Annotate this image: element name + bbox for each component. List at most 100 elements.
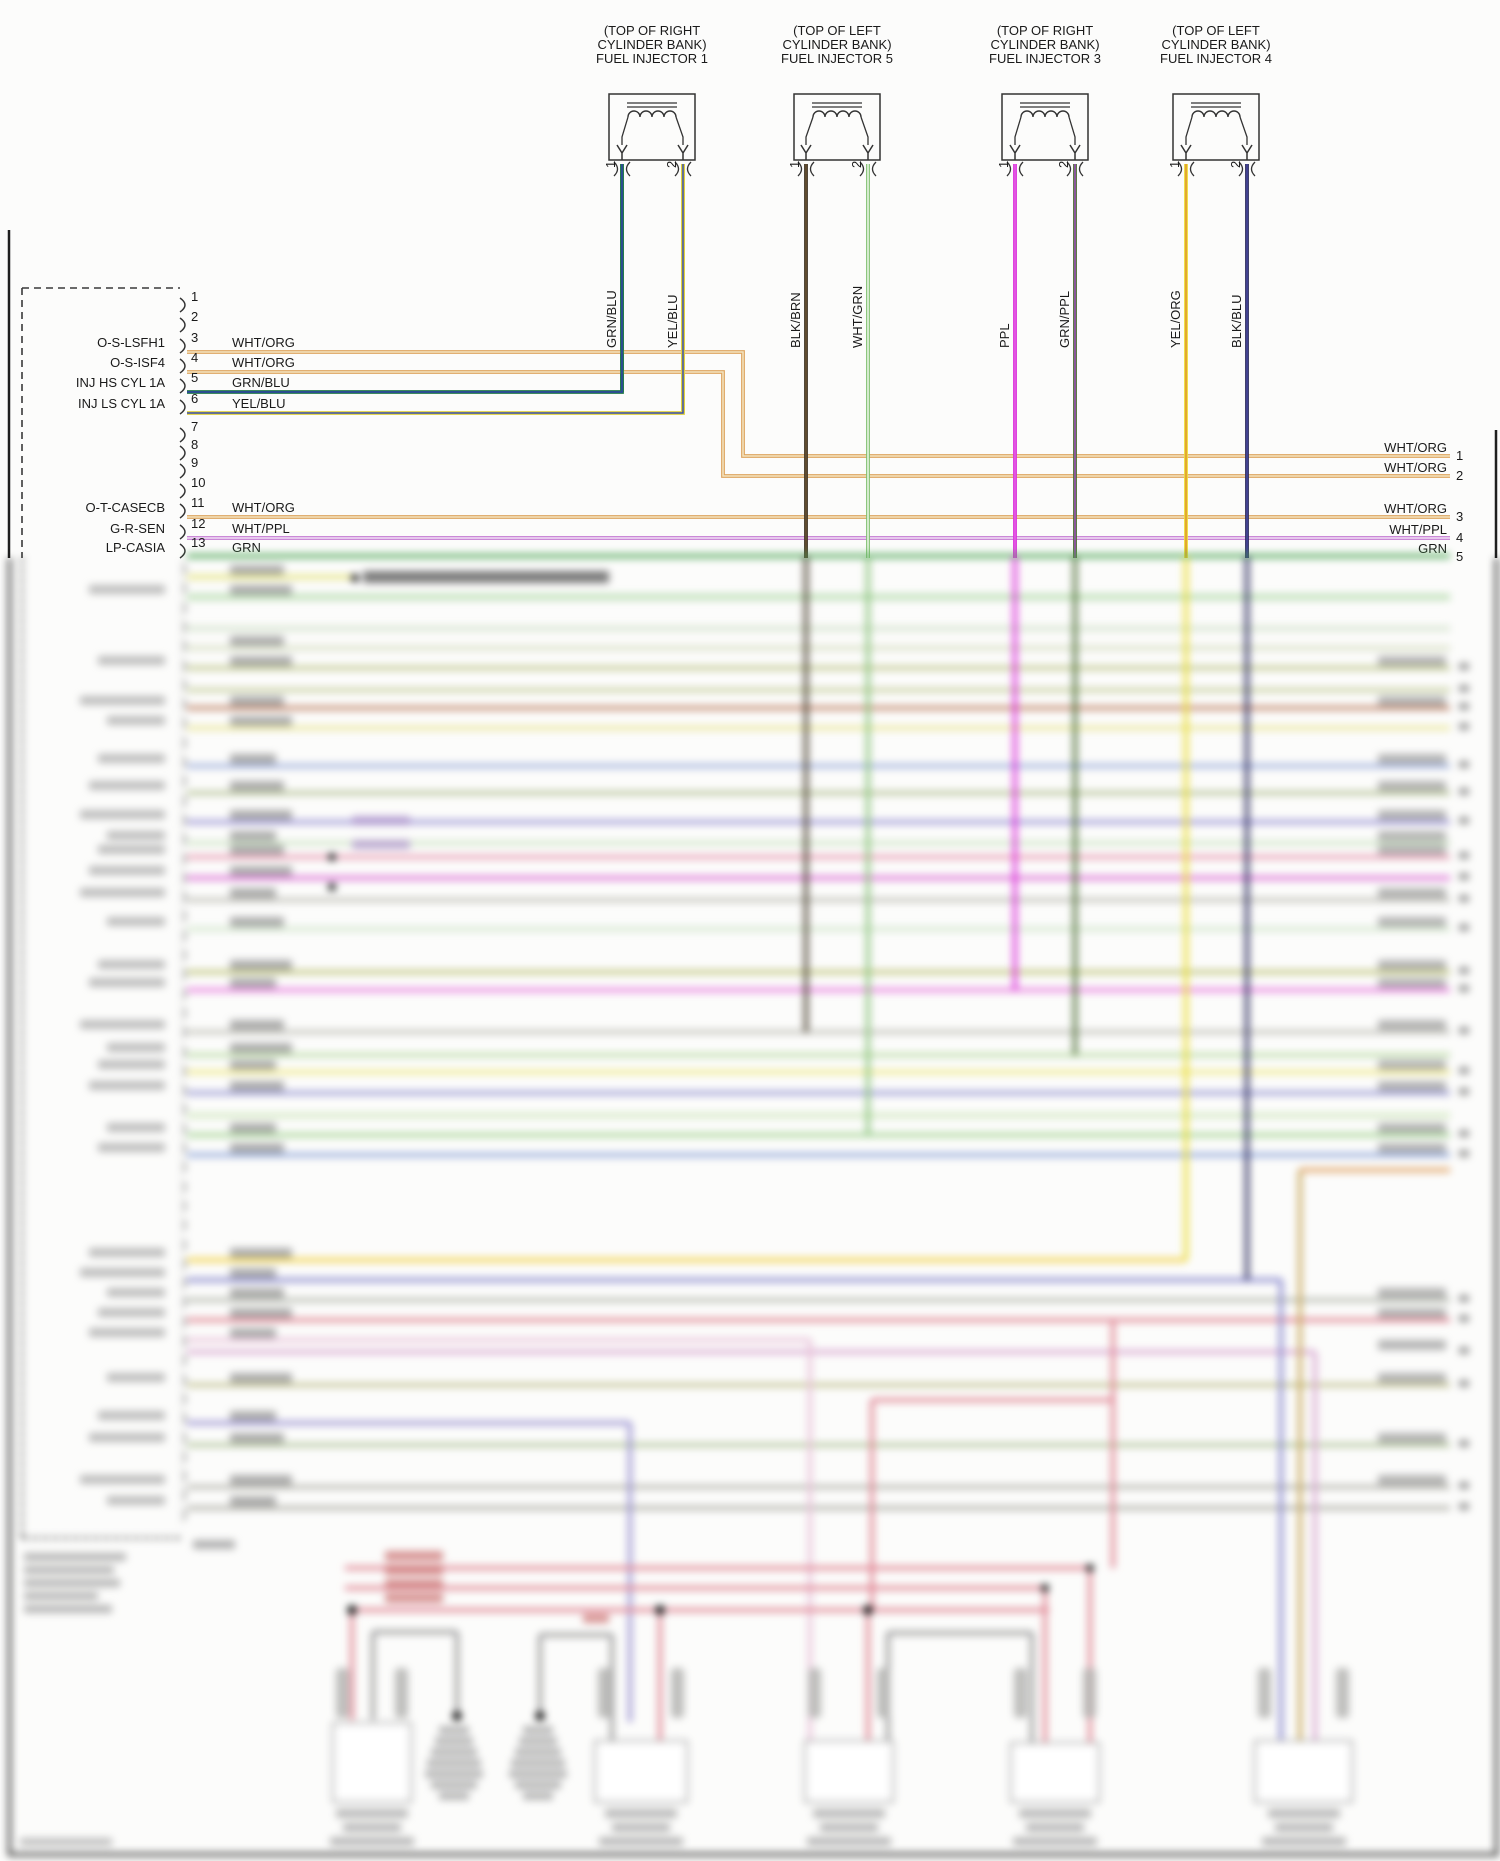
ground-cone-line	[523, 1726, 553, 1734]
blurred-wire-name-label	[230, 810, 292, 820]
blurred-wire-vertical	[1073, 556, 1077, 1055]
injector-title-line: (TOP OF LEFT	[1172, 23, 1260, 38]
blurred-wire-row	[187, 594, 1450, 600]
blurred-right-label	[1378, 1373, 1446, 1383]
blurred-right-label	[1378, 1475, 1446, 1485]
wire-wht_org-core	[187, 371, 1450, 477]
blurred-pin-stub	[177, 581, 186, 596]
blurred-text-blob	[352, 816, 410, 825]
blurred-wire-vertical	[1043, 1588, 1047, 1742]
blurred-text-blob	[193, 1540, 235, 1549]
blurred-wire-name-label	[230, 1043, 292, 1053]
blurred-pin-stub	[177, 1295, 186, 1310]
blurred-left-label	[107, 1373, 165, 1382]
blurred-wire-name-label	[230, 1060, 276, 1070]
blurred-wire-vertical	[1298, 1170, 1302, 1740]
blurred-right-number	[1459, 1440, 1469, 1447]
pin-arrow-icon	[1241, 144, 1253, 160]
blurred-pin-stub	[177, 1430, 186, 1445]
blurred-wire-name-label	[230, 1143, 284, 1153]
blurred-wire-row	[187, 1338, 810, 1342]
blurred-pin-stub	[177, 716, 186, 731]
blurred-left-label	[98, 960, 165, 969]
ground-cone-line	[515, 1748, 561, 1756]
blurred-wire-name-label	[230, 1123, 276, 1133]
blurred-wire-name-label	[230, 831, 276, 841]
right-exit-wire-label: WHT/ORG	[1384, 460, 1447, 475]
blurred-left-label	[80, 888, 165, 897]
junction-dot	[452, 1711, 462, 1721]
blurred-wire-vertical	[804, 556, 808, 1032]
connector-arc-icon	[1078, 161, 1084, 177]
ground-cone-line	[431, 1748, 477, 1756]
blurred-wire-row	[187, 898, 1450, 902]
connector-dashed-bottom	[22, 1537, 180, 1539]
blurred-pin-stub	[177, 1411, 186, 1426]
connector-pin-label: INJ HS CYL 1A	[75, 375, 165, 390]
blurred-wire-name-label	[230, 696, 284, 706]
connector-pin-stub	[179, 317, 186, 333]
connector-pin-stub	[179, 358, 186, 374]
blurred-wire-row	[187, 575, 352, 579]
blurred-right-label	[1378, 1433, 1446, 1443]
blurred-pin-stub	[177, 1449, 186, 1464]
blurred-pin-stub	[177, 948, 186, 962]
blurred-wire-vertical	[808, 1340, 812, 1740]
blurred-right-number	[1459, 967, 1469, 974]
connector-arc-icon	[797, 161, 803, 177]
component-caption-line	[343, 1823, 401, 1832]
blurred-wire-row	[187, 666, 1450, 670]
connector-terminal-bar	[336, 1668, 349, 1718]
blurred-pin-stub	[177, 600, 186, 615]
component-caption-line	[330, 1837, 414, 1846]
blurred-right-number	[1459, 788, 1469, 795]
coil-core-icon	[1191, 102, 1241, 108]
connector-arc-icon	[674, 161, 680, 177]
blurred-pin-stub	[177, 1005, 186, 1020]
connector-pin-label: O-S-ISF4	[110, 355, 165, 370]
connector-arc-icon	[809, 161, 815, 177]
component-caption-line	[336, 1809, 408, 1818]
blurred-pin-stub	[177, 1372, 186, 1387]
blurred-wire-vertical	[1313, 1352, 1317, 1740]
pin-arrow-icon	[800, 144, 812, 160]
coil-lead	[1014, 116, 1022, 145]
connector-pin-label: INJ LS CYL 1A	[78, 396, 165, 411]
ground-cone-line	[523, 1792, 553, 1800]
blurred-wire-row	[187, 855, 1450, 859]
blurred-pin-stub	[177, 1102, 186, 1117]
blurred-left-label	[89, 1433, 165, 1442]
blurred-wire-row	[187, 764, 1450, 768]
blurred-wire-vertical	[1013, 556, 1017, 990]
blurred-right-number	[1459, 924, 1469, 931]
component-caption-line	[1267, 1809, 1340, 1818]
connector-pin-stub	[179, 427, 186, 443]
blurred-pin-stub	[177, 619, 186, 634]
connector-arc-icon	[1177, 161, 1183, 177]
blurred-right-number	[1459, 1027, 1469, 1034]
coil-icon	[812, 110, 862, 118]
blurred-left-label	[80, 1475, 165, 1484]
blurred-wire-segment	[1300, 1168, 1450, 1172]
coil-lead	[675, 116, 684, 145]
ground-cone-line	[519, 1737, 557, 1745]
blurred-pin-stub	[177, 562, 186, 576]
blurred-wire-row	[187, 1278, 1281, 1282]
connector-terminal-bar	[1014, 1668, 1027, 1718]
blurred-pin-stub	[177, 967, 186, 982]
connector-terminal-bar	[395, 1668, 408, 1718]
blurred-wire-vertical	[1088, 1568, 1092, 1742]
blurred-wire-vertical	[1184, 556, 1188, 1260]
connector-pin-stub	[179, 445, 186, 461]
injector-box	[1172, 93, 1260, 161]
connector-pin-number: 9	[191, 455, 199, 470]
blurred-wire-name-label	[230, 656, 292, 666]
blurred-wire-vertical	[1111, 1320, 1115, 1568]
blurred-text-blob	[24, 1566, 114, 1574]
junction-dot	[535, 1711, 545, 1721]
blurred-wire-vertical	[455, 1632, 459, 1716]
blurred-wire-name-label	[230, 1433, 284, 1443]
blurred-wire-name-label	[230, 1288, 284, 1298]
blurred-right-label	[1378, 1123, 1446, 1133]
blurred-pin-stub	[177, 1160, 186, 1175]
